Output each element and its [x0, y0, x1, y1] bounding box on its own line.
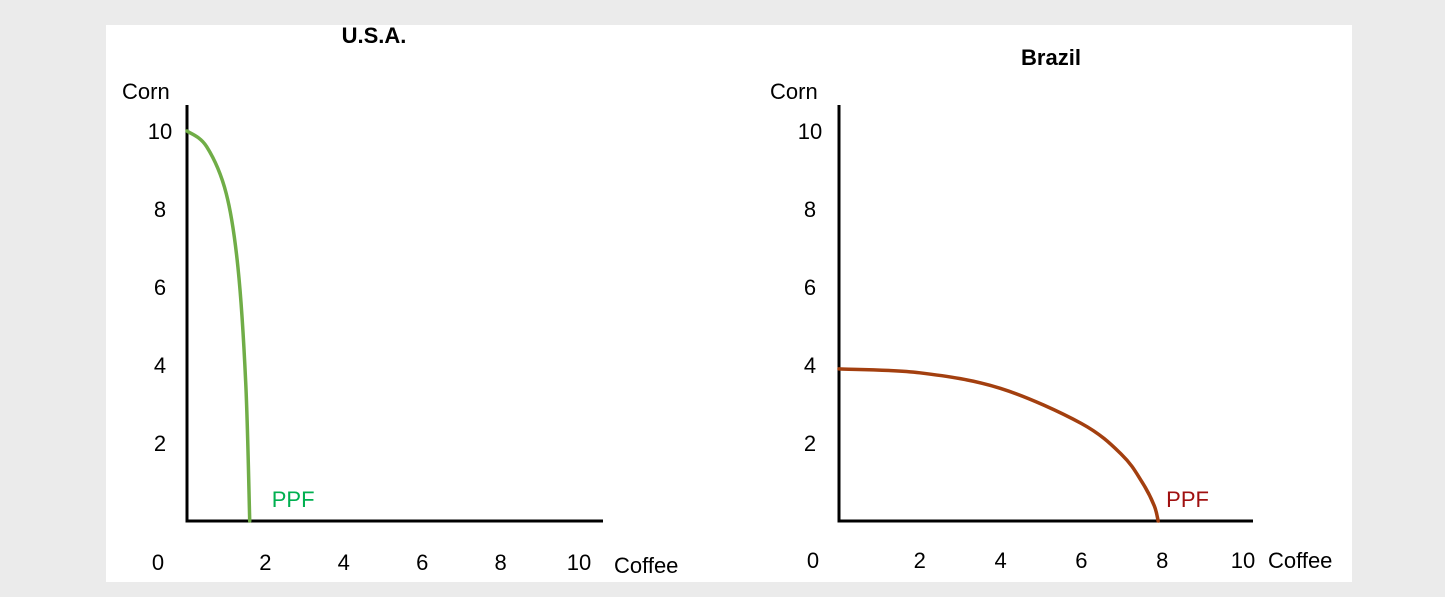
chart-1-y-tick-label: 6 [154, 275, 166, 300]
chart-2-y-axis-label: Corn [770, 79, 818, 104]
chart-1-y-tick-label: 10 [148, 119, 172, 144]
chart-1-x-axis-label: Coffee [614, 553, 678, 578]
chart-1-x-tick-label: 8 [494, 550, 506, 575]
chart-2-series-1-line [837, 367, 1160, 523]
chart-2-x-tick-label: 0 [807, 548, 819, 573]
chart-2-title: Brazil [1021, 45, 1081, 70]
chart-2-series-1-label: PPF [1166, 487, 1209, 512]
chart-1-y-axis-label: Corn [122, 79, 170, 104]
chart-2-y-tick-label: 2 [804, 431, 816, 456]
chart-2-y-tick-label: 10 [798, 119, 822, 144]
chart-2-y-tick-label: 8 [804, 197, 816, 222]
chart-1-x-tick-label: 2 [259, 550, 271, 575]
chart-1-y-tick-label: 2 [154, 431, 166, 456]
chart-2-x-axis-label: Coffee [1268, 548, 1332, 573]
figure-svg: U.S.A. Corn Coffee 0 2 4 6 8 10 2 4 6 8 10 PPF Brazil Co… [122, 23, 1332, 578]
chart-2-x-tick-label: 4 [994, 548, 1006, 573]
chart-1-x-tick-label: 4 [338, 550, 350, 575]
chart-2-x-tick-label: 6 [1075, 548, 1087, 573]
chart-1-y-tick-label: 8 [154, 197, 166, 222]
chart-2-x-tick-label: 10 [1231, 548, 1255, 573]
chart-1-y-tick-label: 4 [154, 353, 166, 378]
chart-2-x-tick-label: 2 [914, 548, 926, 573]
chart-2-x-tick-label: 8 [1156, 548, 1168, 573]
chart-1-x-tick-label: 6 [416, 550, 428, 575]
figure-panel: U.S.A. Corn Coffee 0 2 4 6 8 10 2 4 6 8 10 PPF Brazil Co… [106, 23, 1352, 582]
chart-1-x-tick-label: 10 [567, 550, 591, 575]
chart-2-y-tick-label: 4 [804, 353, 816, 378]
chart-2-y-tick-label: 6 [804, 275, 816, 300]
chart-1-title: U.S.A. [342, 23, 407, 48]
chart-1-series-1-line [185, 129, 252, 523]
chart-1-series-1-label: PPF [272, 487, 315, 512]
chart-1-x-tick-label: 0 [152, 550, 164, 575]
